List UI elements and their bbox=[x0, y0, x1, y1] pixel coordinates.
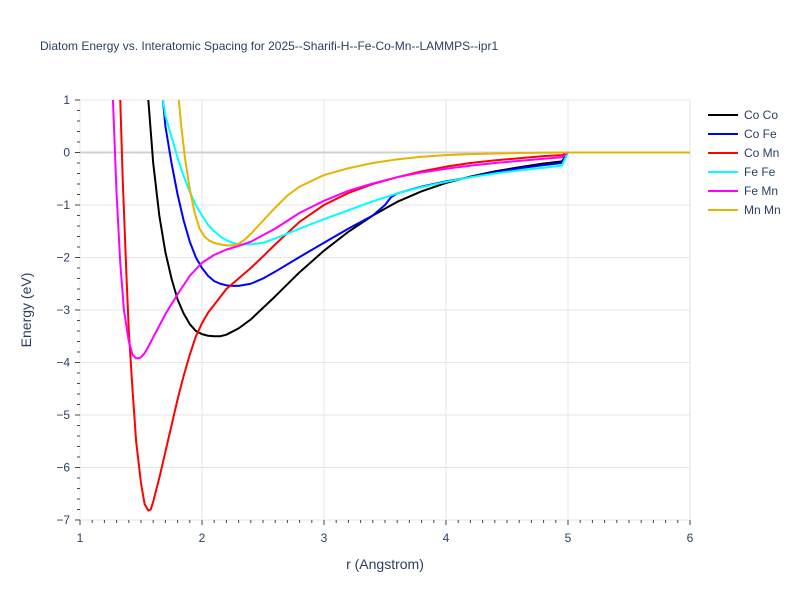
legend-label: Mn Mn bbox=[744, 203, 781, 217]
legend-label: Co Mn bbox=[744, 146, 779, 160]
y-axis-label: Energy (eV) bbox=[18, 273, 34, 348]
legend-item-fe-mn[interactable]: Fe Mn bbox=[708, 184, 778, 198]
legend-item-co-fe[interactable]: Co Fe bbox=[708, 127, 777, 141]
x-tick-label: 3 bbox=[321, 531, 328, 545]
y-tick-label: −4 bbox=[56, 356, 70, 370]
legend-item-mn-mn[interactable]: Mn Mn bbox=[708, 203, 781, 217]
y-tick-label: 1 bbox=[63, 93, 70, 107]
y-tick-label: −1 bbox=[56, 198, 70, 212]
x-tick-label: 5 bbox=[565, 531, 572, 545]
y-tick-label: −7 bbox=[56, 513, 70, 527]
y-tick-label: −6 bbox=[56, 461, 70, 475]
axis-ticks: 1 2 3 4 5 6 1 0 −1 −2 −3 −4 −5 −6 −7 bbox=[56, 93, 693, 545]
series-line-co-mn bbox=[119, 100, 690, 512]
legend-label: Co Co bbox=[744, 108, 778, 122]
legend-item-fe-fe[interactable]: Fe Fe bbox=[708, 165, 776, 179]
x-tick-label: 4 bbox=[443, 531, 450, 545]
y-tick-label: −3 bbox=[56, 303, 70, 317]
series-line-mn-mn bbox=[177, 100, 690, 247]
series-line-co-fe bbox=[161, 100, 690, 287]
series-layer bbox=[111, 100, 690, 512]
x-axis-label: r (Angstrom) bbox=[346, 556, 424, 572]
legend[interactable]: Co Co Co Fe Co Mn Fe Fe Fe Mn Mn Mn bbox=[708, 108, 781, 217]
legend-label: Fe Fe bbox=[744, 165, 776, 179]
series-line-fe-mn bbox=[111, 100, 690, 360]
legend-item-co-mn[interactable]: Co Mn bbox=[708, 146, 779, 160]
y-tick-label: −2 bbox=[56, 251, 70, 265]
x-tick-label: 1 bbox=[77, 531, 84, 545]
y-tick-label: −5 bbox=[56, 408, 70, 422]
series-line-co-co bbox=[147, 100, 690, 338]
legend-item-co-co[interactable]: Co Co bbox=[708, 108, 778, 122]
y-tick-label: 0 bbox=[63, 146, 70, 160]
chart-title: Diatom Energy vs. Interatomic Spacing fo… bbox=[40, 39, 498, 53]
legend-label: Co Fe bbox=[744, 127, 777, 141]
x-tick-label: 6 bbox=[687, 531, 694, 545]
legend-label: Fe Mn bbox=[744, 184, 778, 198]
x-tick-label: 2 bbox=[199, 531, 206, 545]
